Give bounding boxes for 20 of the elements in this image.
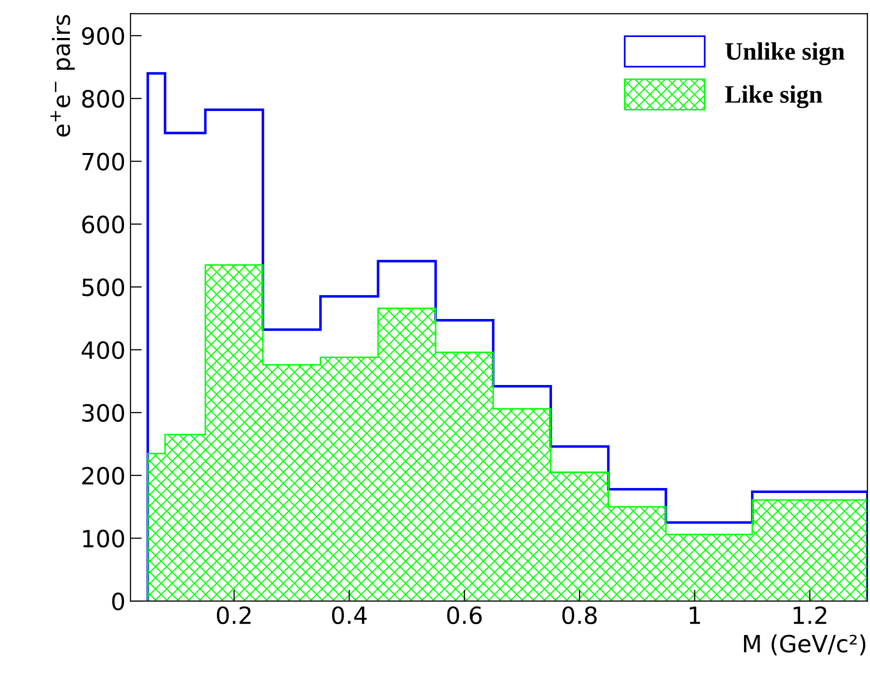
x-tick-label: 0.6 <box>447 606 482 624</box>
x-tick-label: 0.2 <box>216 606 251 624</box>
y-tick-label: 0 <box>112 592 124 610</box>
y-tick-label: 700 <box>82 152 124 171</box>
y-axis-title: e$^{+}$e$^{−}$ pairs <box>50 14 75 137</box>
y-tick-label: 200 <box>82 466 124 485</box>
x-tick-label: 0.4 <box>332 606 367 624</box>
x-tick-label: 1 <box>690 606 700 624</box>
x-tick-label: 1.2 <box>794 606 826 624</box>
y-tick-label: 300 <box>82 404 124 422</box>
x-tick-label: 0.8 <box>562 606 597 624</box>
y-tick-label: 100 <box>83 530 124 548</box>
x-axis-title: M (GeV/c²) <box>744 634 866 656</box>
y-tick-label: 800 <box>82 90 124 108</box>
y-tick-label: 600 <box>82 216 124 234</box>
legend-label: Like sign <box>725 85 822 108</box>
y-tick-label: 900 <box>82 27 124 45</box>
legend-label: Unlike sign <box>725 42 845 66</box>
y-tick-label: 500 <box>82 278 124 296</box>
y-tick-label: 400 <box>82 341 124 360</box>
